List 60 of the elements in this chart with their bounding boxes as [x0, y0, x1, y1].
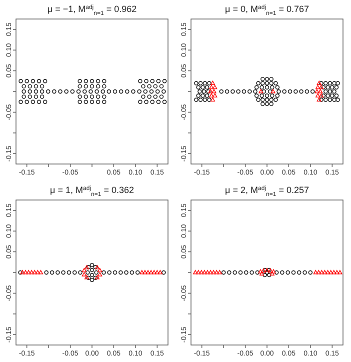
point: [72, 270, 77, 275]
point: [212, 93, 218, 98]
point: [82, 268, 86, 272]
point: [118, 270, 123, 275]
point: [210, 80, 215, 85]
chart-title: μ = 0, M$^{adj}$$_{n=1}$ = 0.767: [225, 4, 309, 17]
chart-title: μ = 1, M$^{adj}$$_{n=1}$ = 0.362: [50, 185, 134, 198]
point: [20, 270, 25, 274]
point: [66, 270, 72, 275]
point: [78, 270, 82, 275]
point: [35, 270, 40, 274]
point: [316, 97, 322, 102]
point: [316, 84, 320, 90]
point: [314, 89, 320, 94]
point: [61, 270, 66, 275]
point: [38, 270, 44, 274]
point: [162, 270, 166, 275]
point: [94, 270, 98, 275]
point: [29, 270, 34, 274]
point: [158, 270, 162, 274]
point: [86, 270, 90, 275]
point: [136, 270, 140, 275]
point: [98, 268, 102, 272]
point: [210, 97, 215, 102]
point: [152, 270, 156, 274]
point: [258, 89, 264, 94]
point: [212, 89, 216, 94]
point: [124, 270, 128, 275]
point: [316, 80, 322, 85]
point: [32, 270, 37, 274]
point: [102, 270, 106, 275]
point: [140, 270, 144, 274]
point: [26, 270, 31, 274]
point: [56, 270, 60, 275]
point: [318, 89, 323, 94]
point: [154, 270, 160, 274]
point: [212, 84, 218, 90]
point: [50, 270, 54, 275]
point: [18, 270, 22, 275]
point: [130, 270, 134, 275]
point: [112, 270, 118, 275]
point: [82, 272, 86, 276]
point: [209, 93, 214, 98]
point: [209, 84, 214, 90]
point: [148, 270, 154, 274]
chart-title: μ = −1, M$^{adj}$$_{n=1}$ = 0.962: [47, 4, 137, 17]
point: [98, 272, 102, 276]
point: [142, 270, 148, 274]
chart-title: μ = 2, M$^{adj}$$_{n=1}$ = 0.257: [225, 185, 309, 198]
point: [90, 272, 94, 278]
point: [107, 270, 112, 275]
point: [90, 262, 94, 268]
point: [90, 278, 94, 282]
point: [23, 270, 28, 274]
point: [44, 270, 48, 275]
point: [90, 268, 94, 272]
point: [208, 89, 213, 94]
point: [270, 89, 276, 94]
point: [316, 93, 320, 98]
point: [146, 270, 150, 274]
